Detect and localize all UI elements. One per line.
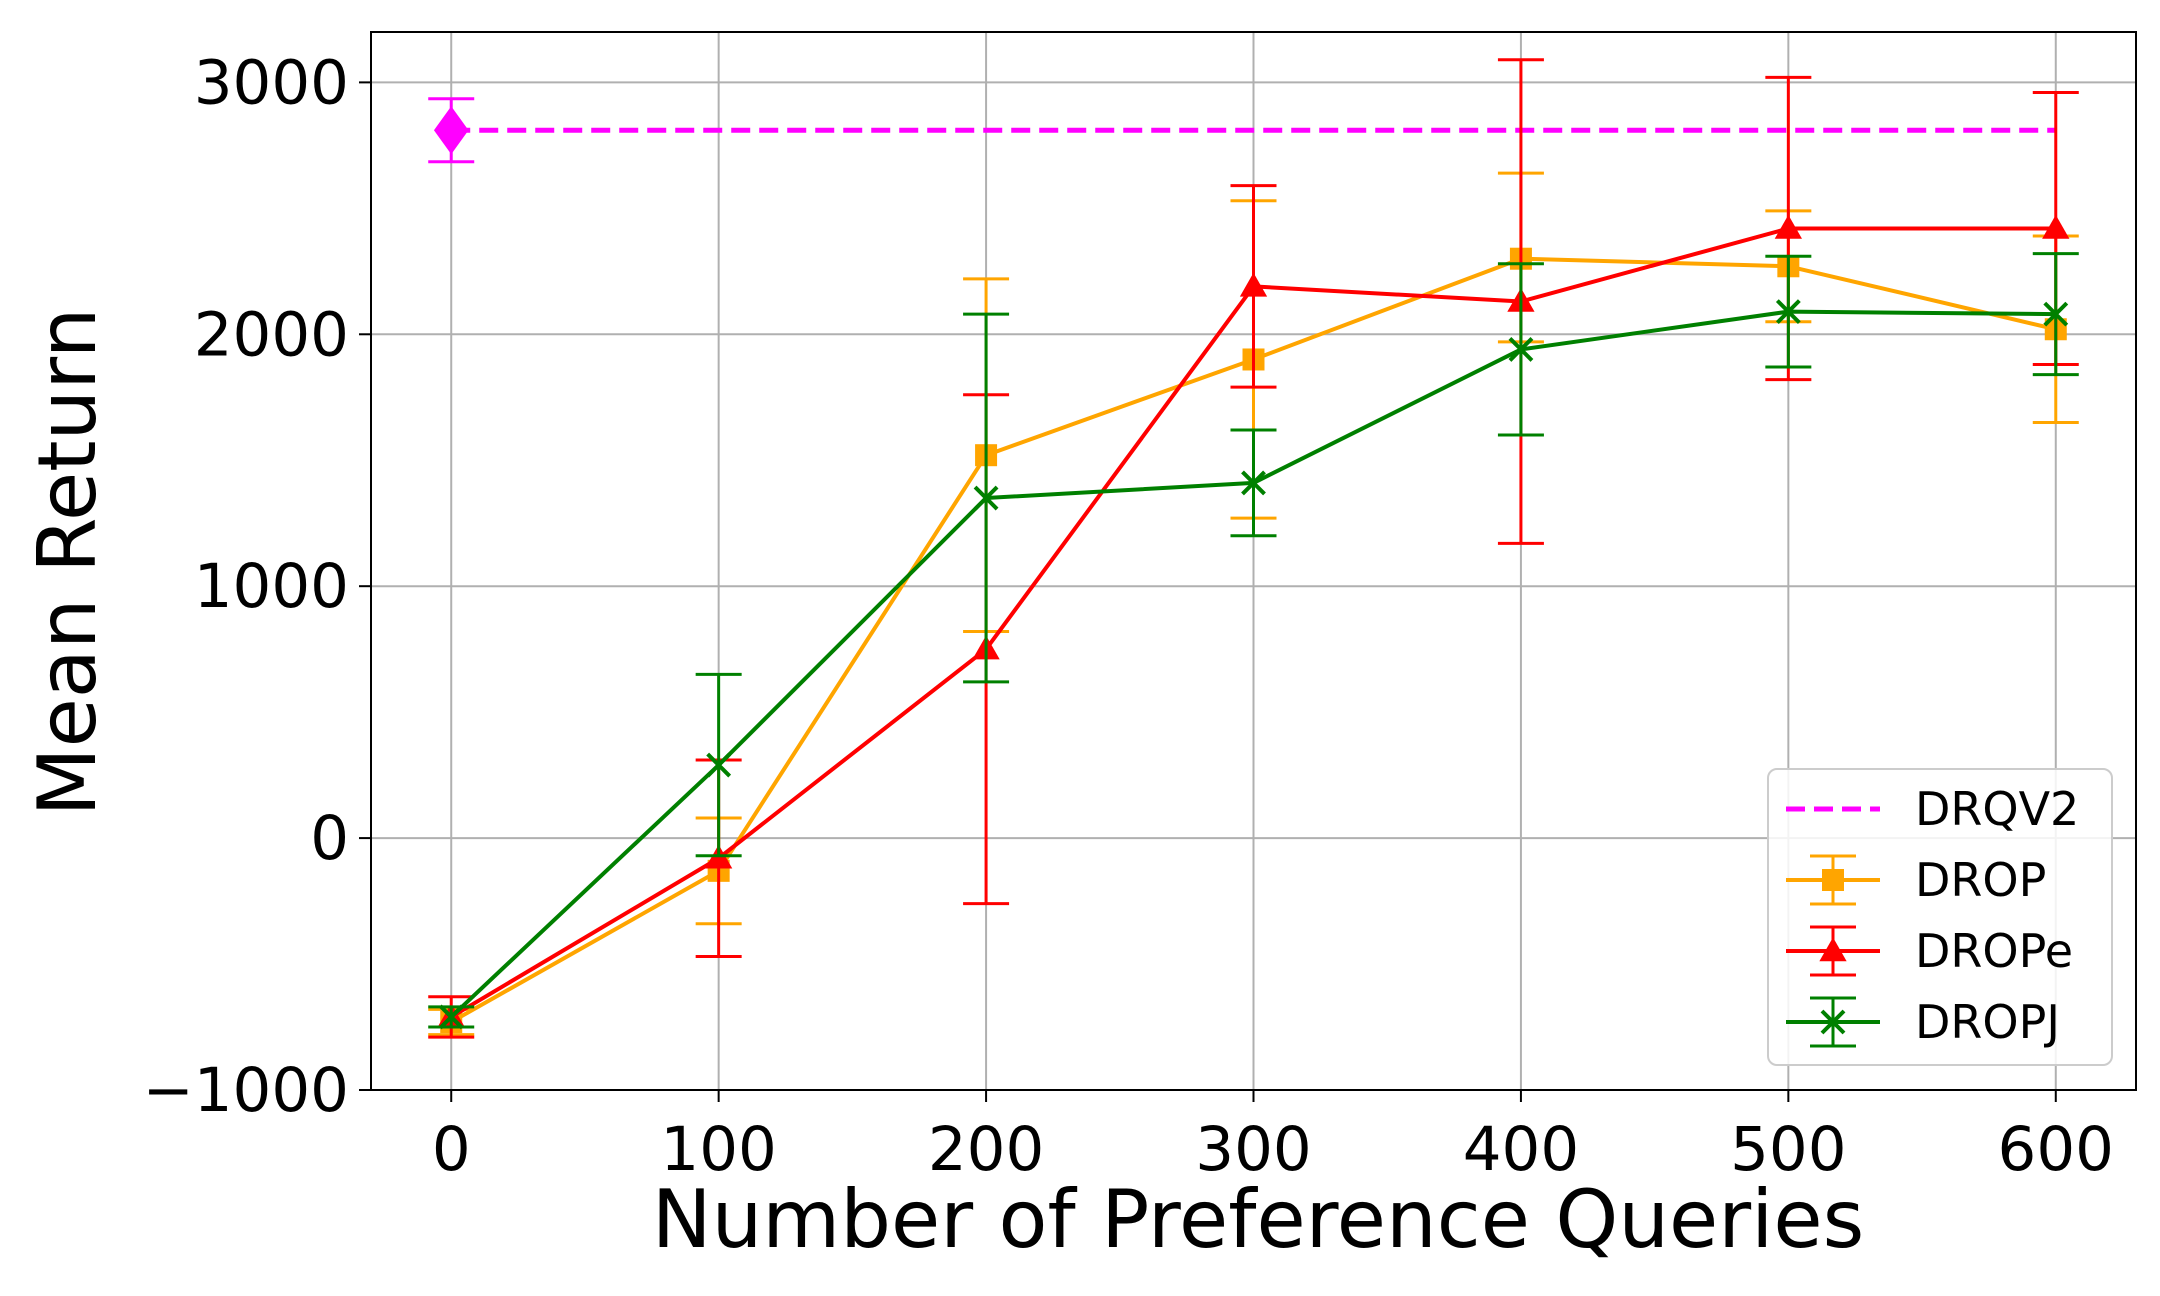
y-tick-label: 0 [310, 803, 349, 874]
x-tick-label: 100 [660, 1114, 776, 1185]
legend-entry-drope: DROPe [1786, 924, 2073, 978]
data-point [706, 752, 732, 778]
data-point [438, 1004, 464, 1030]
legend-marker [1820, 1009, 1846, 1035]
legend-entry-dropj: DROPJ [1786, 995, 2060, 1049]
legend-label: DROPe [1915, 924, 2073, 978]
x-tick-label: 600 [1998, 1114, 2114, 1185]
y-tick-label: 2000 [194, 299, 349, 370]
y-tick-label: −1000 [143, 1055, 349, 1126]
series-layer [428, 58, 2079, 1039]
x-tick-label: 300 [1195, 1114, 1311, 1185]
x-tick-label: 0 [432, 1114, 471, 1185]
legend-marker [1819, 937, 1847, 962]
data-point [2042, 214, 2070, 239]
legend-marker [1822, 869, 1844, 891]
x-tick-label: 400 [1463, 1114, 1579, 1185]
data-point [1241, 470, 1266, 496]
y-tick-label: 1000 [194, 551, 349, 622]
data-point [2043, 301, 2069, 327]
legend-box [1767, 768, 2113, 1066]
legend-label: DROPJ [1915, 995, 2060, 1049]
legend-entry-drqv2: DRQV2 [1786, 782, 2079, 836]
legend-label: DRQV2 [1915, 782, 2079, 836]
y-axis-title: Mean Return [21, 308, 114, 817]
data-point [1775, 299, 1801, 325]
legend: DRQV2 DROP DROPe DROPJ [1767, 768, 2113, 1066]
legend-entry-drop: DROP [1786, 853, 2046, 907]
series-dropj [428, 252, 2079, 1030]
x-tick-label: 200 [928, 1114, 1044, 1185]
plot-frame [370, 31, 2137, 1091]
data-point [973, 485, 999, 511]
series-drqv2 [428, 97, 2056, 164]
data-point [1774, 214, 1802, 239]
data-point [1239, 272, 1268, 297]
y-tick-label: 3000 [194, 47, 349, 118]
x-tick-label: 500 [1730, 1114, 1846, 1185]
legend-label: DROP [1915, 853, 2046, 907]
data-point [1508, 336, 1534, 362]
reference-point [433, 106, 469, 155]
x-axis-title: Number of Preference Queries [652, 1173, 1865, 1266]
ticks: 0 100 200 300 400 500 600 −1000 0 1000 2000 3000 [143, 47, 2114, 1185]
